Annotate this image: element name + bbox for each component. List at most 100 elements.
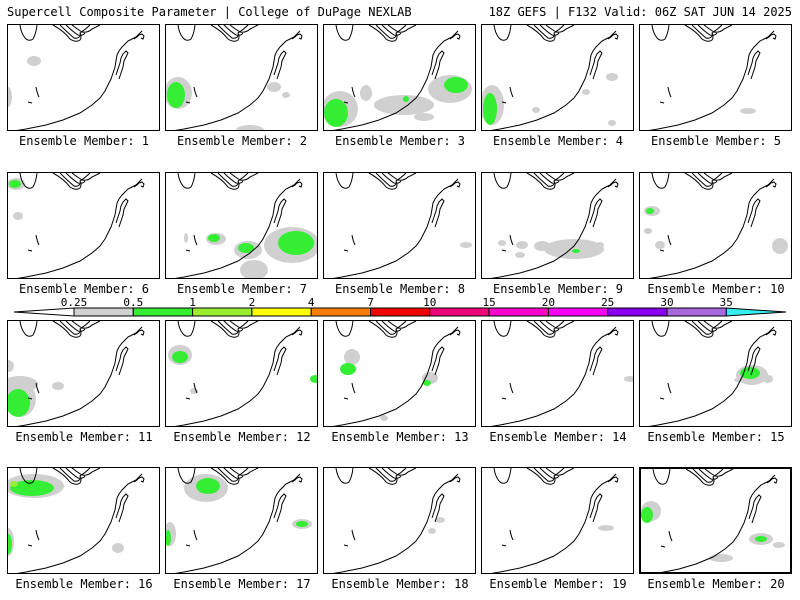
coastline-outline (387, 173, 417, 181)
coastline-outline (648, 326, 775, 426)
ensemble-member-label: Ensemble Member: 12 (173, 430, 311, 444)
coastline-outline (431, 198, 445, 228)
ensemble-member-label: Ensemble Member: 14 (489, 430, 627, 444)
coastline-outline (659, 397, 665, 400)
ensemble-member-label: Ensemble Member: 19 (489, 577, 627, 591)
colorbar-tick-label: 4 (308, 296, 315, 309)
coastline-outline (27, 249, 33, 252)
coastline-outline (668, 530, 673, 542)
coastline-outline (697, 25, 718, 36)
valid-time-label: 18Z GEFS | F132 Valid: 06Z SAT JUN 14 20… (488, 5, 792, 19)
coastline-outline (607, 476, 619, 483)
scp-field-gray (267, 82, 281, 92)
coastline-outline (691, 321, 713, 335)
scp-field-green (310, 375, 317, 383)
coastline-outline (375, 173, 397, 187)
ensemble-map-panel (639, 24, 792, 131)
coastline-outline (217, 25, 239, 39)
scp-field-gray (532, 107, 540, 113)
coastline-outline (185, 397, 191, 400)
coastline-outline (747, 346, 761, 376)
colorbar-segment (725, 307, 787, 317)
scp-field-gray (544, 239, 604, 259)
map-canvas (641, 469, 785, 572)
coastline-outline (509, 382, 514, 394)
coastline-outline (133, 476, 145, 483)
coastline-outline (210, 321, 249, 338)
map-canvas (324, 25, 472, 130)
coastline-outline (765, 181, 777, 188)
coastline-outline (133, 181, 145, 188)
scp-field-gray (435, 517, 445, 523)
coastline-outline (589, 50, 603, 80)
coastline-outline (185, 544, 191, 547)
coastline-outline (65, 468, 86, 479)
coastline-outline (375, 25, 397, 39)
coastline-outline (185, 101, 191, 104)
coastline-outline (589, 198, 603, 228)
coastline-outline (185, 249, 191, 252)
coastline-outline (667, 86, 672, 98)
coastline-outline (71, 25, 101, 33)
scp-field-gray (8, 360, 14, 372)
colorbar-segment (666, 307, 727, 317)
coastline-outline (273, 346, 287, 376)
ensemble-map-panel (481, 172, 634, 279)
scp-field-gray (772, 238, 788, 254)
coastline-outline (177, 321, 196, 337)
coastline-outline (697, 321, 718, 332)
coastline-outline (652, 469, 671, 485)
ensemble-map-panel (7, 467, 160, 574)
scp-field-green (208, 234, 220, 242)
coastline-outline (368, 173, 407, 190)
coastline-outline (115, 493, 129, 523)
coastline-outline (115, 198, 129, 228)
scp-field-green (423, 380, 431, 386)
scp-field-gray (414, 113, 434, 121)
coastline-outline (509, 234, 514, 246)
coastline-outline (174, 473, 301, 573)
coastline-outline (35, 382, 40, 394)
coastline-outline (177, 468, 196, 484)
coastline-outline (490, 326, 617, 426)
scp-field-gray (236, 125, 264, 130)
ensemble-map-panel (481, 320, 634, 427)
scp-field-gray (282, 92, 290, 98)
map-canvas (8, 173, 145, 278)
scp-field-gray (8, 87, 12, 107)
coastline-outline (16, 326, 143, 426)
coastline-outline (223, 173, 244, 184)
coastline-outline (59, 468, 81, 482)
scp-field-gray (27, 56, 41, 66)
scp-field-gray (624, 376, 633, 382)
colorbar-tick-label: 15 (482, 296, 495, 309)
coastline-outline (545, 468, 575, 476)
coastline-outline (545, 25, 575, 33)
coastline-outline (217, 321, 239, 335)
ensemble-member-label: Ensemble Member: 5 (650, 134, 782, 148)
coastline-outline (223, 468, 244, 479)
coastline-outline (27, 544, 33, 547)
coastline-outline (351, 86, 356, 98)
coastline-outline (387, 25, 417, 33)
coastline-outline (539, 25, 560, 36)
map-canvas (332, 321, 461, 426)
coastline-outline (533, 321, 555, 335)
coastline-outline (667, 234, 672, 246)
coastline-outline (273, 198, 287, 228)
coastline-outline (381, 468, 402, 479)
coastline-outline (59, 321, 81, 335)
coastline-outline (351, 529, 356, 541)
map-canvas (644, 173, 788, 278)
coastline-outline (703, 25, 733, 33)
scp-field-gray (608, 120, 616, 126)
coastline-outline (343, 397, 349, 400)
coastline-outline (449, 476, 461, 483)
coastline-outline (381, 321, 402, 332)
colorbar-tick-label: 30 (660, 296, 673, 309)
scp-field-green (740, 367, 760, 379)
coastline-outline (501, 397, 507, 400)
coastline-outline (449, 181, 461, 188)
coastline-outline (368, 321, 407, 338)
coastline-outline (368, 25, 407, 42)
